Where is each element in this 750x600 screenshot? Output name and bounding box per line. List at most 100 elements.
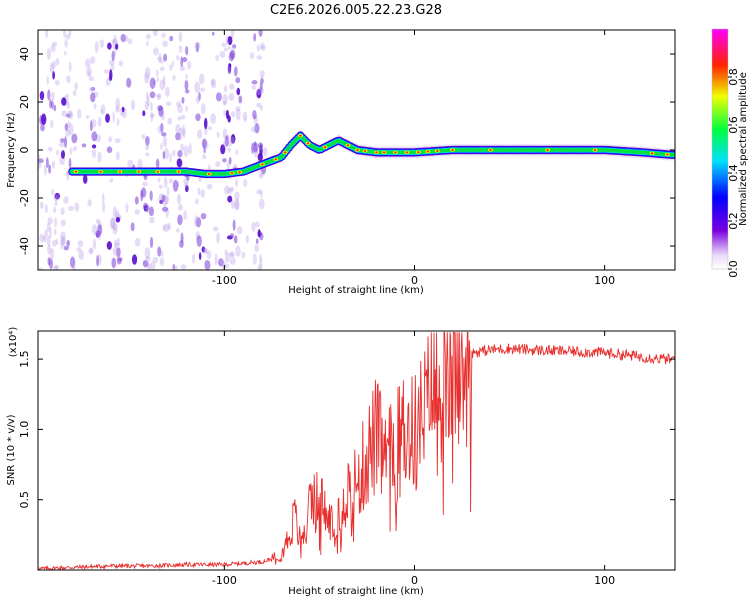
spectrogram-noise-cell xyxy=(195,113,201,122)
spectrogram-noise-cell xyxy=(227,195,233,203)
spectrogram-noise-cell xyxy=(85,114,90,120)
spectrogram-noise-cell xyxy=(107,42,112,50)
spectrogram-noise-cell xyxy=(96,255,99,267)
colorbar-tick-label: 0.8 xyxy=(727,68,740,86)
spectrogram-noise-cell xyxy=(168,178,173,184)
spectrogram-noise-cell xyxy=(194,81,201,94)
spectrogram-y-axis-label: Frequency (Hz) xyxy=(6,112,17,188)
spectrogram-noise-cell xyxy=(64,39,69,48)
spectrogram-noise-cell xyxy=(97,151,102,163)
spectrogram-noise-cell xyxy=(158,59,164,64)
spectrogram-noise-cell xyxy=(145,143,150,151)
spectrogram-hot-cell xyxy=(650,152,654,155)
spectrogram-noise-cell xyxy=(195,95,200,104)
spectrogram-noise-cell xyxy=(109,217,116,229)
spectrogram-noise-cell xyxy=(162,75,166,86)
spectrogram-hot-cell xyxy=(299,134,302,137)
spectrogram-noise-cell xyxy=(49,247,55,260)
spectrogram-noise-cell xyxy=(253,142,259,153)
spectrogram-noise-cell xyxy=(259,70,265,78)
spectrogram-noise-cell xyxy=(207,125,213,131)
spectrogram-noise-cell xyxy=(200,103,206,115)
spectrogram-x-ticks: -100 0 100 xyxy=(212,30,615,287)
spectrogram-noise-cell xyxy=(183,145,189,157)
spectrogram-noise-cell xyxy=(243,179,248,188)
spectrogram-noise-cell xyxy=(160,122,164,133)
y-tick-label: 0.5 xyxy=(18,491,31,509)
spectrogram-noise-cell xyxy=(161,132,167,137)
spectrogram-hot-cell xyxy=(207,173,211,175)
spectrogram-noise-cell xyxy=(180,143,184,152)
spectrogram-noise-cell xyxy=(134,209,141,215)
spectrogram-hot-cell xyxy=(118,170,122,173)
spectrogram-noise-cell xyxy=(191,253,196,264)
spectrogram-noise-cell xyxy=(65,33,71,40)
spectrogram-noise-cell xyxy=(196,235,202,247)
spectrogram-noise-cell xyxy=(235,108,241,121)
spectrogram-noise-cell xyxy=(127,159,133,168)
spectrogram-noise-cell xyxy=(50,119,54,128)
spectrogram-noise-cell xyxy=(48,146,53,152)
spectrogram-noise-cell xyxy=(60,207,65,216)
spectrogram-noise-cell xyxy=(260,45,266,51)
spectrogram-noise-cell xyxy=(221,42,227,47)
spectrogram-noise-cell xyxy=(71,133,78,144)
spectrogram-noise-cell xyxy=(176,158,183,168)
spectrogram-noise-cell xyxy=(116,254,120,266)
spectrogram-noise-cell xyxy=(206,183,213,190)
spectrogram-noise-cell xyxy=(152,30,158,37)
spectrogram-noise-cell xyxy=(87,199,92,207)
spectrogram-noise-layer xyxy=(38,30,268,270)
spectrogram-noise-cell xyxy=(150,261,156,270)
spectrogram-noise-cell xyxy=(115,151,120,161)
spectrogram-hot-cell xyxy=(137,170,141,173)
spectrogram-noise-cell xyxy=(235,245,241,257)
spectrogram-noise-cell xyxy=(137,158,143,171)
spectrogram-noise-cell xyxy=(163,195,170,205)
spectrogram-noise-cell xyxy=(214,253,218,266)
spectrogram-noise-cell xyxy=(198,73,205,85)
spectrogram-noise-cell xyxy=(102,201,106,213)
spectrogram-noise-cell xyxy=(162,150,166,160)
spectrogram-noise-cell xyxy=(206,250,212,260)
spectrogram-noise-cell xyxy=(253,33,257,42)
spectrogram-noise-cell xyxy=(96,218,100,225)
snr-panel: -100 0 100 0.5 1.0 1.5 (x10⁴) Height of stra… xyxy=(6,327,676,597)
spectrogram-noise-cell xyxy=(158,106,164,117)
spectrogram-noise-cell xyxy=(134,196,139,205)
spectrogram-hot-cell xyxy=(74,170,78,173)
spectrogram-noise-cell xyxy=(185,184,189,193)
spectrogram-noise-cell xyxy=(254,123,260,134)
spectrogram-noise-cell xyxy=(165,101,172,107)
spectrogram-noise-cell xyxy=(102,192,105,204)
spectrogram-noise-cell xyxy=(88,87,94,92)
spectrogram-noise-cell xyxy=(163,176,168,188)
spectrogram-noise-cell xyxy=(176,55,180,61)
spectrogram-noise-cell xyxy=(252,253,257,265)
spectrogram-noise-cell xyxy=(52,265,58,270)
spectrogram-noise-cell xyxy=(180,264,187,270)
spectrogram-noise-cell xyxy=(196,129,203,139)
spectrogram-noise-cell xyxy=(49,226,52,239)
spectrogram-hot-cell xyxy=(363,149,367,152)
spectrogram-noise-cell xyxy=(74,202,80,212)
spectrogram-noise-cell xyxy=(223,47,228,52)
spectrogram-noise-cell xyxy=(112,206,117,219)
y-tick-label: -20 xyxy=(18,189,31,207)
spectrogram-noise-cell xyxy=(159,79,166,91)
spectrogram-noise-cell xyxy=(103,69,109,74)
spectrogram-noise-cell xyxy=(215,92,222,102)
spectrogram-noise-cell xyxy=(181,124,186,137)
spectrogram-noise-cell xyxy=(146,40,149,47)
spectrogram-noise-cell xyxy=(165,86,170,98)
spectrogram-noise-cell xyxy=(68,205,74,212)
spectrogram-noise-cell xyxy=(152,256,159,264)
spectrogram-noise-cell xyxy=(211,78,217,89)
spectrogram-noise-cell xyxy=(224,185,230,195)
spectrogram-noise-cell xyxy=(60,235,66,246)
spectrogram-noise-cell xyxy=(144,100,149,111)
spectrogram-noise-cell xyxy=(67,111,74,120)
spectrogram-noise-cell xyxy=(162,135,168,148)
spectrogram-noise-cell xyxy=(156,93,162,98)
spectrogram-noise-cell xyxy=(48,164,52,174)
